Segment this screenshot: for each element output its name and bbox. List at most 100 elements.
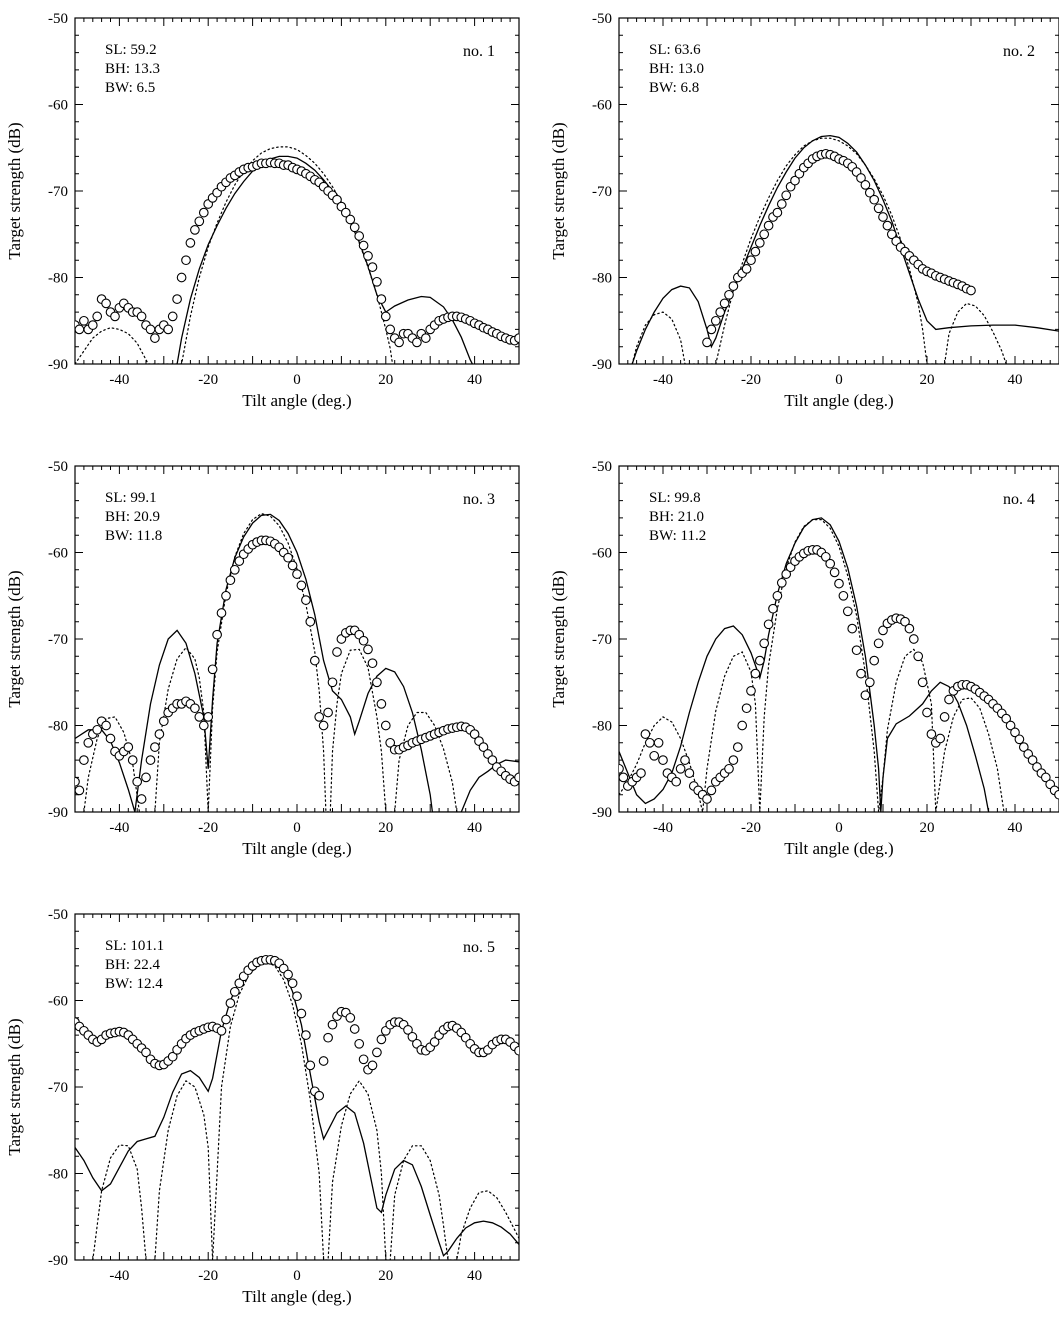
chart-panel-2: -40 -20 0 20 40 -90 -80 -70 -60 -50 Tilt angle (de… [549, 11, 1059, 410]
data-point [820, 551, 831, 562]
y-axis-label: Target strength (dB) [549, 570, 568, 707]
data-point [904, 623, 915, 634]
plot-frame [618, 465, 1059, 813]
data-point [345, 214, 356, 225]
data-point [318, 1056, 329, 1066]
data-point [349, 1024, 360, 1034]
measured-points [702, 148, 976, 348]
x-tick-label: 40 [467, 372, 482, 388]
y-tick-label: -80 [48, 1167, 68, 1183]
data-point [207, 664, 218, 675]
y-tick-label: -80 [592, 719, 612, 735]
x-tick-label: -20 [198, 372, 218, 388]
plot-frame [74, 913, 520, 1261]
data-point [358, 240, 369, 251]
data-point [318, 720, 329, 731]
data-point [776, 577, 787, 588]
data-point [908, 634, 919, 644]
x-tick-label: 20 [378, 1268, 393, 1284]
x-tick-label: 20 [378, 372, 393, 388]
plot-series [619, 517, 1059, 812]
data-point [754, 655, 765, 666]
data-point [167, 311, 178, 322]
y-tick-label: -50 [48, 11, 68, 27]
data-point [305, 616, 316, 627]
data-point [864, 677, 875, 688]
dotted-model-line [92, 960, 519, 1260]
plot-series [631, 134, 1059, 364]
data-point [92, 311, 103, 322]
data-point [234, 556, 245, 566]
y-tick-label: -50 [48, 907, 68, 923]
data-point [345, 1012, 356, 1023]
data-point [715, 307, 726, 317]
y-tick-label: -60 [48, 98, 68, 114]
x-tick-label: 0 [293, 372, 301, 388]
x-axis-label: Tilt angle (deg.) [242, 839, 351, 858]
data-point [385, 737, 396, 748]
data-point [75, 785, 85, 796]
data-point [1010, 727, 1020, 738]
data-point [724, 763, 734, 774]
data-point [367, 1060, 378, 1071]
data-point [314, 712, 325, 722]
data-point [87, 320, 98, 330]
y-tick-label: -90 [592, 805, 612, 821]
data-point [776, 199, 787, 209]
data-point [212, 629, 222, 640]
data-point [354, 231, 365, 241]
data-point [136, 794, 147, 804]
data-point [287, 560, 298, 571]
stat-label: SL: 99.8 [649, 490, 701, 506]
data-point [922, 707, 932, 718]
y-axis-label: Target strength (dB) [5, 570, 24, 707]
x-tick-label: 40 [1008, 820, 1023, 836]
data-point [141, 772, 151, 783]
data-point [640, 729, 651, 739]
stat-label: SL: 59.2 [105, 42, 157, 58]
data-point [741, 703, 752, 714]
data-point [1014, 734, 1025, 745]
data-point [759, 638, 770, 649]
panel-label: no. 5 [463, 939, 495, 956]
plot-series [75, 954, 519, 1260]
chart-panel-5: -40 -20 0 20 40 -90 -80 -70 -60 -50 Tilt angle (de… [5, 907, 520, 1306]
x-tick-label: 20 [920, 372, 935, 388]
y-axis-label: Target strength (dB) [5, 122, 24, 259]
data-point [340, 207, 351, 218]
data-point [420, 333, 431, 343]
data-point [860, 180, 871, 190]
data-point [856, 668, 866, 679]
data-point [886, 229, 897, 240]
data-point [363, 251, 373, 261]
data-point [719, 298, 730, 309]
chart-panel-1: -40 -20 0 20 40 -90 -80 -70 -60 -50 Tilt angle (de… [5, 11, 520, 410]
data-point [878, 212, 888, 222]
data-point [772, 590, 783, 601]
data-point [917, 677, 928, 688]
stat-label: BW: 11.8 [105, 528, 162, 544]
data-point [754, 238, 765, 248]
data-point [358, 1054, 369, 1065]
measured-points [75, 157, 519, 348]
stat-label: BW: 12.4 [105, 976, 163, 992]
data-point [221, 1014, 231, 1025]
data-point [145, 755, 156, 765]
y-tick-label: -90 [592, 357, 612, 373]
stat-label: BW: 6.5 [105, 80, 155, 96]
plot-frame [618, 17, 1059, 365]
data-point [372, 677, 382, 688]
data-point [372, 276, 382, 287]
data-point [702, 337, 712, 348]
data-point [181, 255, 191, 266]
data-point [110, 311, 120, 322]
data-point [429, 1037, 440, 1047]
data-point [790, 175, 800, 186]
data-point [385, 324, 396, 335]
data-point [190, 225, 200, 235]
solid-model-line [176, 155, 473, 364]
data-point [354, 1038, 365, 1049]
data-point [825, 558, 836, 569]
data-point [380, 720, 391, 731]
